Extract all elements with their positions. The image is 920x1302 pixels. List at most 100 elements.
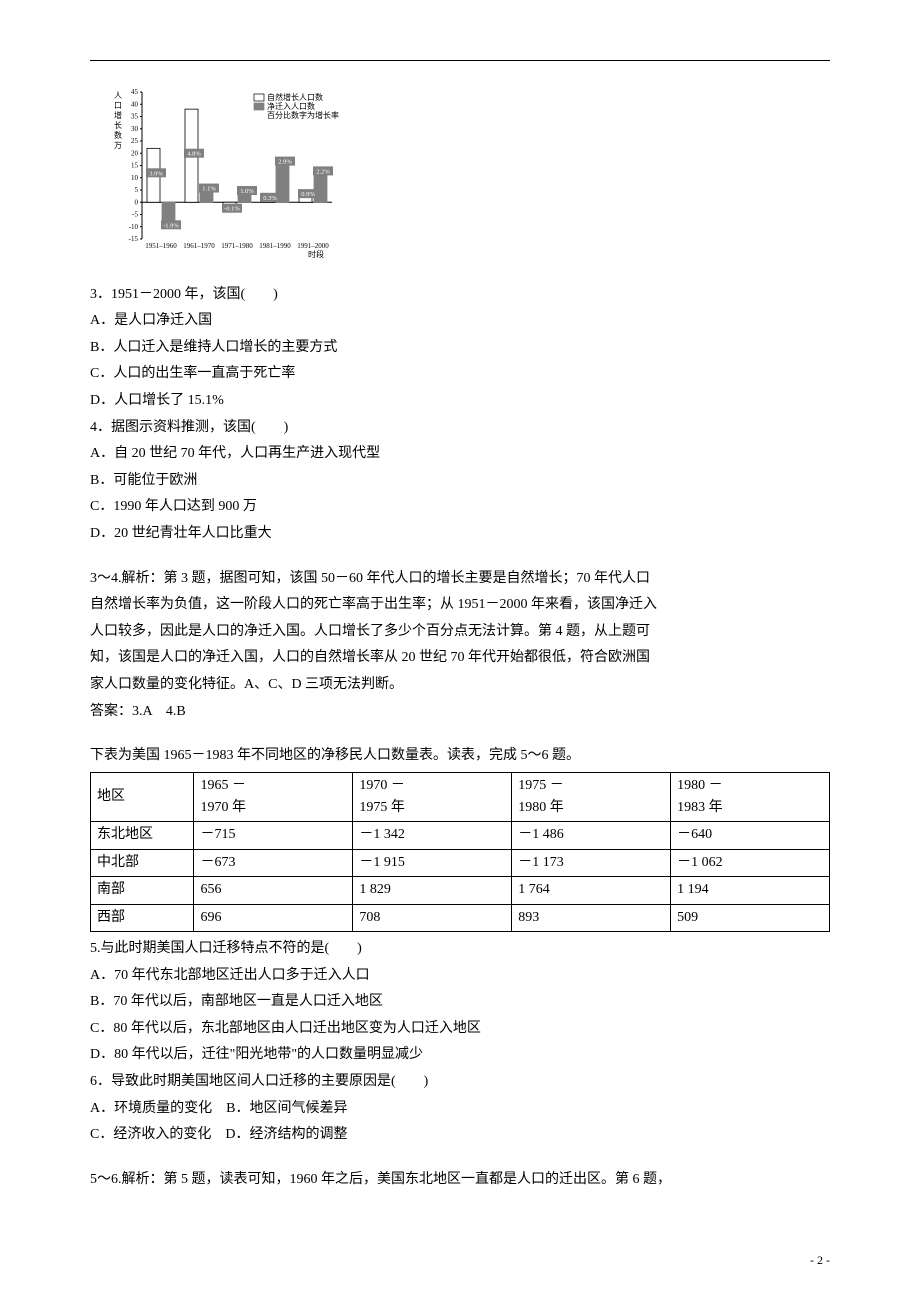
exp34-l5: 家人口数量的变化特征。A、C、D 三项无法判断。 (90, 672, 830, 699)
explanation-3-4: 3～4.解析：第 3 题，据图可知，该国 50－60 年代人口的增长主要是自然增… (90, 566, 830, 726)
svg-text:-5: -5 (132, 211, 138, 219)
table-header-cell: 1975 －1980 年 (512, 772, 671, 822)
svg-text:0.9%: 0.9% (301, 191, 315, 198)
table-cell: －1 173 (512, 849, 671, 876)
svg-text:1991–2000: 1991–2000 (297, 242, 329, 250)
table-cell: －1 062 (671, 849, 830, 876)
q5-opt-a: A．70 年代东北部地区迁出人口多于迁入人口 (90, 963, 830, 990)
table-row: 南部6561 8291 7641 194 (91, 877, 830, 904)
svg-text:万: 万 (114, 141, 122, 150)
svg-text:10: 10 (131, 174, 139, 182)
q5-opt-b: B．70 年代以后，南部地区一直是人口迁入地区 (90, 989, 830, 1016)
explanation-5-6: 5～6.解析：第 5 题，读表可知，1960 年之后，美国东北地区一直都是人口的… (90, 1167, 830, 1194)
svg-text:15: 15 (131, 162, 139, 170)
svg-text:40: 40 (131, 100, 139, 108)
table-cell: 893 (512, 904, 671, 931)
q4-opt-d: D．20 世纪青壮年人口比重大 (90, 521, 830, 548)
table-row: 东北地区－715－1 342－1 486－640 (91, 822, 830, 849)
svg-text:1.1%: 1.1% (202, 186, 216, 193)
svg-text:-0.1%: -0.1% (224, 206, 240, 213)
exp34-l3: 人口较多，因此是人口的净迁入国。人口增长了多少个百分点无法计算。第 4 题，从上… (90, 619, 830, 646)
q3-opt-a: A．是人口净迁入国 (90, 308, 830, 335)
svg-text:25: 25 (131, 137, 139, 145)
q4-stem: 4．据图示资料推测，该国( ) (90, 415, 830, 442)
q6-opt-cd: C．经济收入的变化 D．经济结构的调整 (90, 1122, 830, 1149)
svg-text:口: 口 (114, 101, 122, 110)
q5-opt-d: D．80 年代以后，迁往"阳光地带"的人口数量明显减少 (90, 1042, 830, 1069)
table-intro: 下表为美国 1965－1983 年不同地区的净移民人口数量表。读表，完成 5～6… (90, 743, 830, 770)
svg-text:3.9%: 3.9% (149, 170, 163, 177)
q5-stem: 5.与此时期美国人口迁移特点不符的是( ) (90, 936, 830, 963)
svg-text:0.3%: 0.3% (263, 195, 277, 202)
q3-opt-c: C．人口的出生率一直高于死亡率 (90, 361, 830, 388)
q3-opt-d: D．人口增长了 15.1% (90, 388, 830, 415)
table-cell: －1 486 (512, 822, 671, 849)
svg-text:2.2%: 2.2% (316, 168, 330, 175)
table-cell: 东北地区 (91, 822, 194, 849)
svg-text:长: 长 (114, 120, 122, 130)
svg-text:-15: -15 (129, 235, 139, 243)
table-cell: 656 (194, 877, 353, 904)
table-cell: 西部 (91, 904, 194, 931)
table-header-cell: 1965 －1970 年 (194, 772, 353, 822)
svg-text:45: 45 (131, 88, 139, 96)
table-cell: 1 194 (671, 877, 830, 904)
q4-opt-c: C．1990 年人口达到 900 万 (90, 494, 830, 521)
exp56-l1: 5～6.解析：第 5 题，读表可知，1960 年之后，美国东北地区一直都是人口的… (90, 1167, 830, 1194)
svg-text:增: 增 (114, 110, 122, 120)
table-cell: 南部 (91, 877, 194, 904)
q3-opt-b: B．人口迁入是维持人口增长的主要方式 (90, 335, 830, 362)
q3-stem: 3．1951－2000 年，该国( ) (90, 282, 830, 309)
svg-text:数: 数 (114, 130, 122, 140)
table-cell: －673 (194, 849, 353, 876)
q6-stem: 6．导致此时期美国地区间人口迁移的主要原因是( ) (90, 1069, 830, 1096)
q4-opt-b: B．可能位于欧洲 (90, 468, 830, 495)
table-header-cell: 1970 －1975 年 (353, 772, 512, 822)
table-row: 中北部－673－1 915－1 173－1 062 (91, 849, 830, 876)
svg-text:1961–1970: 1961–1970 (183, 242, 215, 250)
svg-text:净迁入人口数: 净迁入人口数 (267, 101, 315, 111)
svg-text:5: 5 (135, 186, 139, 194)
exp34-l1: 3～4.解析：第 3 题，据图可知，该国 50－60 年代人口的增长主要是自然增… (90, 566, 830, 593)
table-header-cell: 1980 －1983 年 (671, 772, 830, 822)
q6-opt-ab: A．环境质量的变化 B．地区间气候差异 (90, 1096, 830, 1123)
q4-opt-a: A．自 20 世纪 70 年代，人口再生产进入现代型 (90, 441, 830, 468)
table-cell: 1 829 (353, 877, 512, 904)
table-cell: 696 (194, 904, 353, 931)
table-cell: －640 (671, 822, 830, 849)
table-cell: 509 (671, 904, 830, 931)
top-rule (90, 60, 830, 61)
svg-text:1951–1960: 1951–1960 (145, 242, 177, 250)
svg-text:1.0%: 1.0% (240, 188, 254, 195)
svg-text:-10: -10 (129, 223, 139, 231)
exp34-ans: 答案：3.A 4.B (90, 699, 830, 726)
exp34-l4: 知，该国是人口的净迁入国，人口的自然增长率从 20 世纪 70 年代开始都很低，… (90, 645, 830, 672)
migration-table: 地区1965 －1970 年1970 －1975 年1975 －1980 年19… (90, 772, 830, 932)
table-header-cell: 地区 (91, 772, 194, 822)
svg-text:35: 35 (131, 113, 139, 121)
svg-text:-1.9%: -1.9% (163, 222, 179, 229)
svg-text:4.8%: 4.8% (187, 151, 201, 158)
svg-text:2.9%: 2.9% (278, 159, 292, 166)
svg-text:自然增长人口数: 自然增长人口数 (267, 92, 323, 102)
svg-text:0: 0 (135, 198, 139, 206)
q5-opt-c: C．80 年代以后，东北部地区由人口迁出地区变为人口迁入地区 (90, 1016, 830, 1043)
svg-text:1981–1990: 1981–1990 (259, 242, 291, 250)
svg-text:时段: 时段 (308, 249, 324, 259)
svg-text:30: 30 (131, 125, 139, 133)
table-cell: 708 (353, 904, 512, 931)
table-cell: －715 (194, 822, 353, 849)
table-cell: －1 342 (353, 822, 512, 849)
svg-text:20: 20 (131, 149, 139, 157)
svg-text:1971–1980: 1971–1980 (221, 242, 253, 250)
table-cell: －1 915 (353, 849, 512, 876)
table-cell: 1 764 (512, 877, 671, 904)
table-cell: 中北部 (91, 849, 194, 876)
svg-text:百分比数字为增长率: 百分比数字为增长率 (267, 110, 339, 120)
exp34-l2: 自然增长率为负值，这一阶段人口的死亡率高于出生率；从 1951－2000 年来看… (90, 592, 830, 619)
svg-text:人: 人 (114, 91, 122, 100)
page-number: - 2 - (810, 1249, 830, 1272)
table-row: 西部696708893509 (91, 904, 830, 931)
table-header-row: 地区1965 －1970 年1970 －1975 年1975 －1980 年19… (91, 772, 830, 822)
population-chart: -15 -10 -5 0 5 10 15 20 25 30 35 40 45 人口增长数万 自然增长人口数净… (110, 86, 830, 272)
